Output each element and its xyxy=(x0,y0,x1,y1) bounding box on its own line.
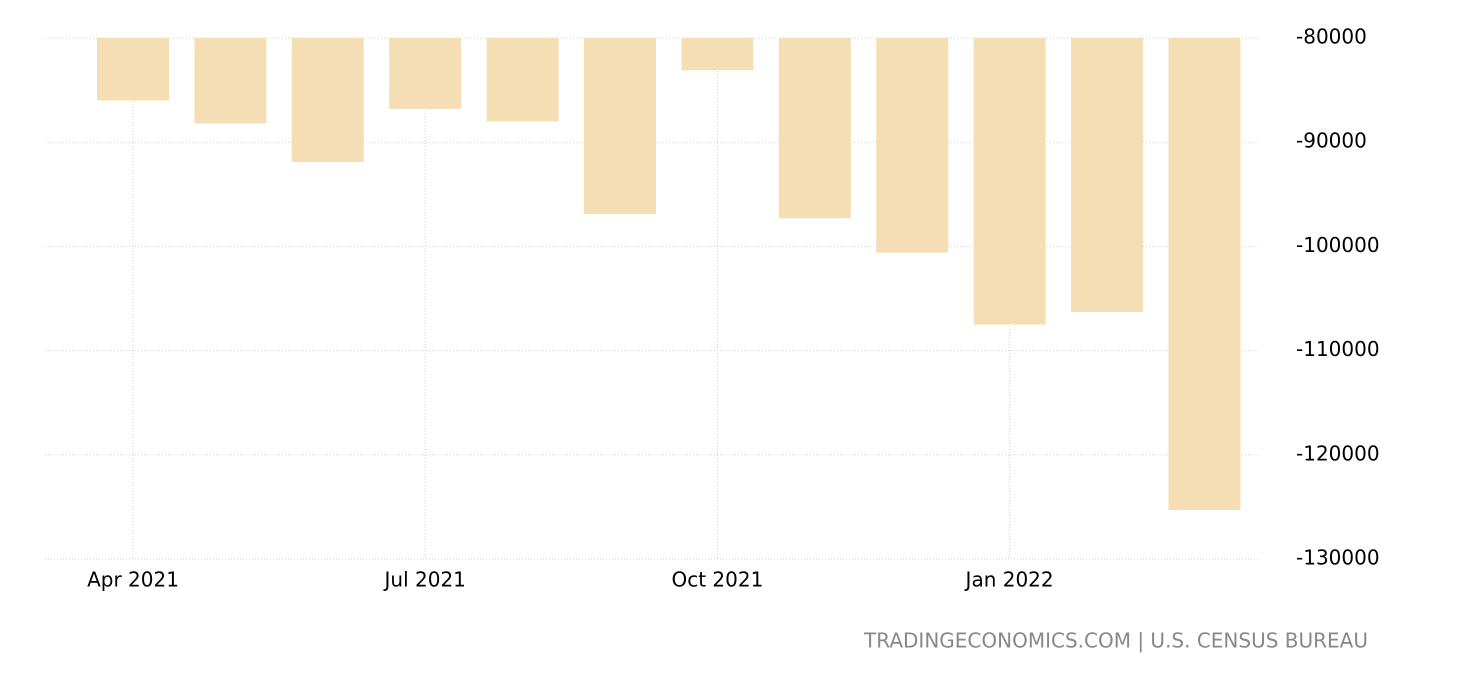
bar xyxy=(778,38,851,219)
y-tick-label: -90000 xyxy=(1296,129,1367,153)
bar xyxy=(1071,38,1143,313)
x-tick-label: Oct 2021 xyxy=(671,568,763,592)
bar xyxy=(584,38,656,215)
y-tick-label: -130000 xyxy=(1296,546,1380,570)
x-tick-label: Apr 2021 xyxy=(87,568,179,592)
bar xyxy=(291,38,364,162)
bar xyxy=(973,38,1046,325)
y-tick-label: -80000 xyxy=(1296,25,1367,49)
x-tick-label: Jan 2022 xyxy=(964,568,1054,592)
y-tick-label: -110000 xyxy=(1296,337,1380,361)
bar xyxy=(1168,38,1241,511)
bar xyxy=(876,38,949,253)
bar xyxy=(486,38,559,122)
bar xyxy=(194,38,267,124)
bar xyxy=(389,38,462,109)
source: TRADINGECONOMICS.COM | U.S. CENSUS BUREA… xyxy=(863,629,1368,653)
y-tick-label: -120000 xyxy=(1296,441,1380,465)
bar xyxy=(97,38,169,101)
y-tick-label: -100000 xyxy=(1296,233,1380,257)
bar xyxy=(681,38,754,71)
x-tick-label: Jul 2021 xyxy=(383,568,466,592)
